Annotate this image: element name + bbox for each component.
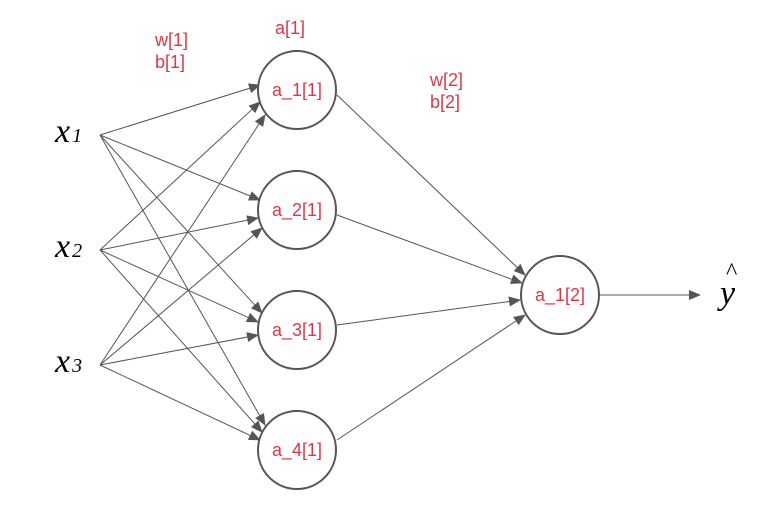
nn-diagram: a_1[1]a_2[1]a_3[1]a_4[1]a_1[2]x1x2x3^ya[…: [0, 0, 779, 511]
edge: [100, 135, 260, 200]
hidden-layer-header-label: a[1]: [275, 18, 305, 39]
output-hat: ^: [726, 259, 737, 286]
edge: [100, 115, 265, 365]
edge: [100, 228, 262, 365]
hidden-node-4-label: a_4[1]: [272, 440, 322, 461]
input-label-sub: 3: [72, 355, 82, 378]
hidden-node-1-label: a_1[1]: [272, 80, 322, 101]
hidden-node-1: a_1[1]: [257, 50, 337, 130]
diagram-edges-svg: [0, 0, 779, 511]
edge: [100, 250, 258, 322]
edge: [337, 95, 525, 275]
layer1-b-label: b[1]: [155, 52, 185, 73]
layer2-b-label: b[2]: [430, 92, 460, 113]
edge: [100, 85, 260, 135]
input-label-1: x1: [55, 113, 82, 151]
input-label-3: x3: [55, 343, 82, 381]
hidden-node-2: a_2[1]: [257, 170, 337, 250]
edge: [337, 215, 522, 283]
output-node-1-label: a_1[2]: [535, 285, 585, 306]
layer2-w-label: w[2]: [430, 70, 463, 91]
hidden-node-3-label: a_3[1]: [272, 320, 322, 341]
edge: [337, 315, 525, 440]
edge: [100, 102, 260, 250]
edge: [337, 300, 520, 325]
edge: [100, 135, 265, 425]
input-label-sub: 1: [72, 125, 82, 148]
hidden-node-2-label: a_2[1]: [272, 200, 322, 221]
edge: [100, 135, 262, 313]
hidden-node-4: a_4[1]: [257, 410, 337, 490]
input-label-base: x: [55, 113, 70, 151]
output-node-1: a_1[2]: [520, 255, 600, 335]
layer1-w-label: w[1]: [155, 30, 188, 51]
hidden-node-3: a_3[1]: [257, 290, 337, 370]
input-label-sub: 2: [72, 240, 82, 263]
output-label: ^y: [720, 275, 735, 313]
input-label-2: x2: [55, 228, 82, 266]
input-label-base: x: [55, 228, 70, 266]
input-label-base: x: [55, 343, 70, 381]
